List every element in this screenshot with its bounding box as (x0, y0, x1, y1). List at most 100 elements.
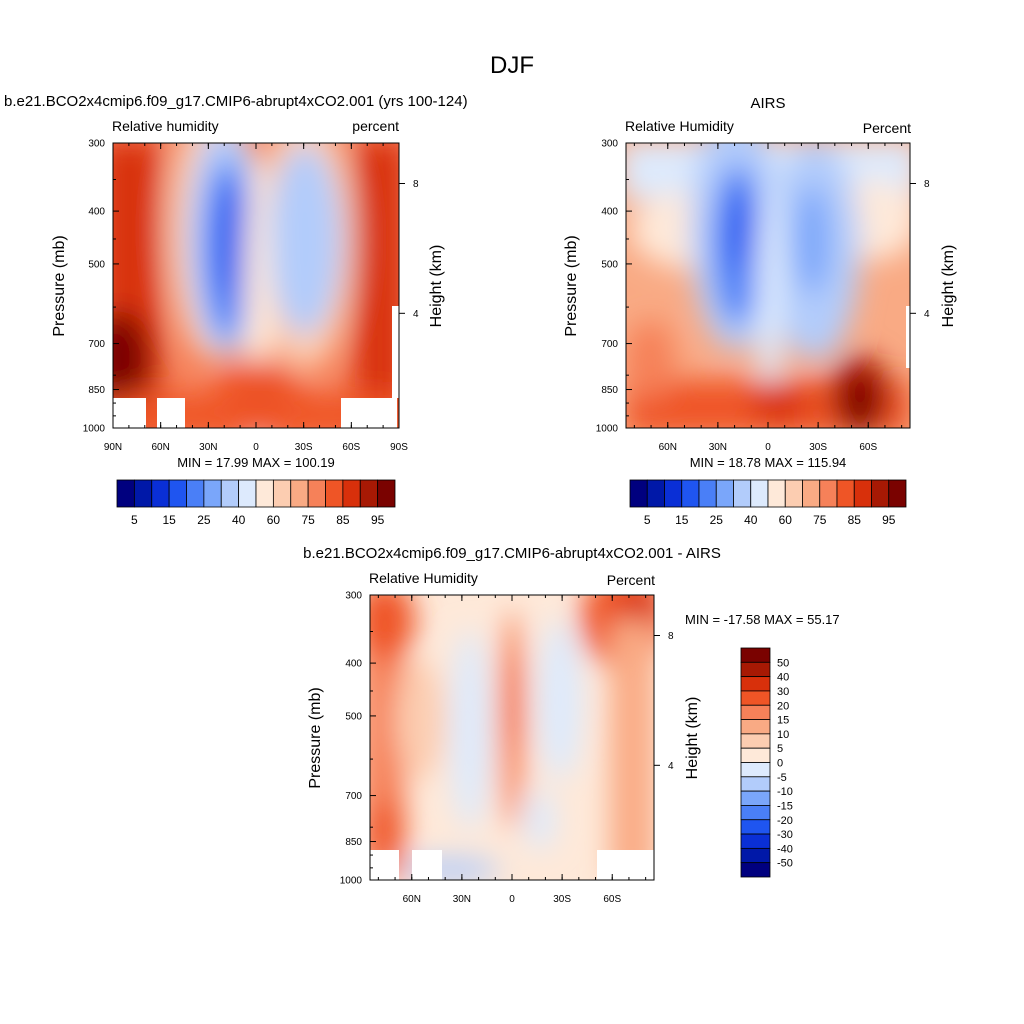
x-tick-label: 30S (809, 442, 827, 453)
x-tick-label: 60S (859, 442, 877, 453)
x-tick-label: 60S (603, 894, 621, 905)
colorbar-swatch (698, 479, 717, 508)
panel-model-left-label: Relative humidity (112, 118, 219, 134)
y-tick-label: 300 (601, 139, 618, 150)
panel-diff: b.e21.BCO2x4cmip6.f09_g17.CMIP6-abrupt4x… (303, 545, 840, 905)
colorbar-label: 40 (777, 672, 789, 684)
colorbar-label: 40 (744, 513, 758, 527)
panel-airs-ylabel: Pressure (mb) (563, 235, 580, 336)
colorbar-swatch (740, 647, 771, 663)
colorbar-label: 30 (777, 686, 789, 698)
colorbar-swatch (740, 819, 771, 835)
colorbar-label: 5 (777, 743, 783, 755)
colorbar-label: 60 (779, 513, 793, 527)
x-tick-label: 60N (659, 442, 677, 453)
colorbar-swatch (740, 833, 771, 849)
colorbar-swatch (740, 690, 771, 706)
colorbar-swatch (272, 479, 292, 508)
colorbar-swatch (802, 479, 821, 508)
panel-airs-axes: 300 400 500 700 850 1000 8 4 60N 30N 0 30S 60S (596, 139, 930, 454)
y-tick-label: 850 (345, 837, 362, 848)
colorbar-swatch (325, 479, 344, 508)
y-tick-label: 300 (88, 139, 105, 150)
y-right-tick-label: 8 (413, 179, 419, 190)
colorbar-swatch (740, 776, 771, 792)
y-tick-label: 700 (88, 339, 105, 350)
y-tick-label: 400 (345, 659, 362, 670)
y-tick-label: 300 (345, 591, 362, 602)
y-right-tick-label: 4 (924, 309, 930, 320)
colorbar-swatch (767, 479, 786, 508)
colorbar-swatch (750, 479, 769, 508)
x-tick-label: 90N (104, 442, 122, 453)
y-tick-label: 850 (88, 385, 105, 396)
panel-airs-field (626, 143, 910, 428)
colorbar-swatch (740, 805, 771, 821)
y-tick-label: 500 (345, 711, 362, 722)
panel-airs-ylabel-right: Height (km) (940, 245, 957, 328)
colorbar-swatch (238, 479, 257, 508)
colorbar-swatch (740, 719, 771, 735)
colorbar-swatch (664, 479, 683, 508)
colorbar-label: 5 (644, 513, 651, 527)
colorbar-label: 25 (197, 513, 211, 527)
x-tick-label: 60N (151, 442, 169, 453)
panel-diff-field (370, 595, 654, 880)
colorbar-label: -10 (777, 786, 793, 798)
colorbar-swatch (151, 479, 170, 508)
y-right-tick-label: 8 (924, 179, 930, 190)
colorbar-label: 15 (675, 513, 689, 527)
panel-model-right-label: percent (352, 118, 399, 134)
panel-diff-stats: MIN = -17.58 MAX = 55.17 (685, 612, 840, 627)
panel-diff-ylabel: Pressure (mb) (307, 687, 324, 788)
colorbar-swatch (377, 479, 396, 508)
colorbar-swatch (342, 479, 361, 508)
y-tick-label: 400 (601, 207, 618, 218)
y-tick-label: 850 (601, 385, 618, 396)
colorbar-swatch (819, 479, 838, 508)
colorbar-label: 60 (267, 513, 281, 527)
colorbar-swatch (629, 479, 648, 508)
colorbar-swatch (307, 479, 326, 508)
panel-model-stats: MIN = 17.99 MAX = 100.19 (177, 455, 335, 470)
panel-airs: AIRS Relative Humidity Percent (563, 95, 957, 527)
colorbar-swatch (871, 479, 890, 508)
panel-airs-title: AIRS (750, 95, 785, 112)
y-tick-label: 700 (601, 339, 618, 350)
colorbar-swatch (646, 479, 665, 508)
colorbar-label: -20 (777, 815, 793, 827)
y-tick-label: 500 (601, 259, 618, 270)
colorbar-label: 10 (777, 729, 789, 741)
colorbar-swatch (133, 479, 153, 508)
colorbar-label: 95 (371, 513, 385, 527)
colorbar-model: 5 15 25 40 60 75 85 95 (116, 479, 396, 527)
y-tick-label: 1000 (340, 876, 363, 887)
colorbar-swatch (853, 479, 872, 508)
colorbar-label: -40 (777, 843, 793, 855)
colorbar-label: 40 (232, 513, 246, 527)
panel-model-ylabel: Pressure (mb) (51, 235, 68, 336)
x-tick-label: 60S (342, 442, 360, 453)
colorbar-swatch (203, 479, 222, 508)
panel-diff-left-label: Relative Humidity (369, 570, 478, 586)
colorbar-swatch (255, 479, 274, 508)
panel-diff-title: b.e21.BCO2x4cmip6.f09_g17.CMIP6-abrupt4x… (303, 545, 721, 562)
y-tick-label: 700 (345, 791, 362, 802)
colorbar-swatch (740, 847, 771, 864)
colorbar-swatch (740, 733, 771, 749)
colorbar-swatch (740, 661, 771, 678)
colorbar-swatch (359, 479, 379, 508)
colorbar-label: -50 (777, 858, 793, 870)
x-tick-label: 30N (453, 894, 471, 905)
x-tick-label: 0 (509, 894, 515, 905)
colorbar-label: 5 (131, 513, 138, 527)
figure-title: DJF (490, 52, 534, 79)
colorbar-label: 85 (336, 513, 350, 527)
colorbar-label: -15 (777, 800, 793, 812)
colorbar-swatch (220, 479, 240, 508)
x-tick-label: 30S (295, 442, 313, 453)
x-tick-label: 0 (765, 442, 771, 453)
panel-model: b.e21.BCO2x4cmip6.f09_g17.CMIP6-abrupt4x… (4, 93, 468, 527)
